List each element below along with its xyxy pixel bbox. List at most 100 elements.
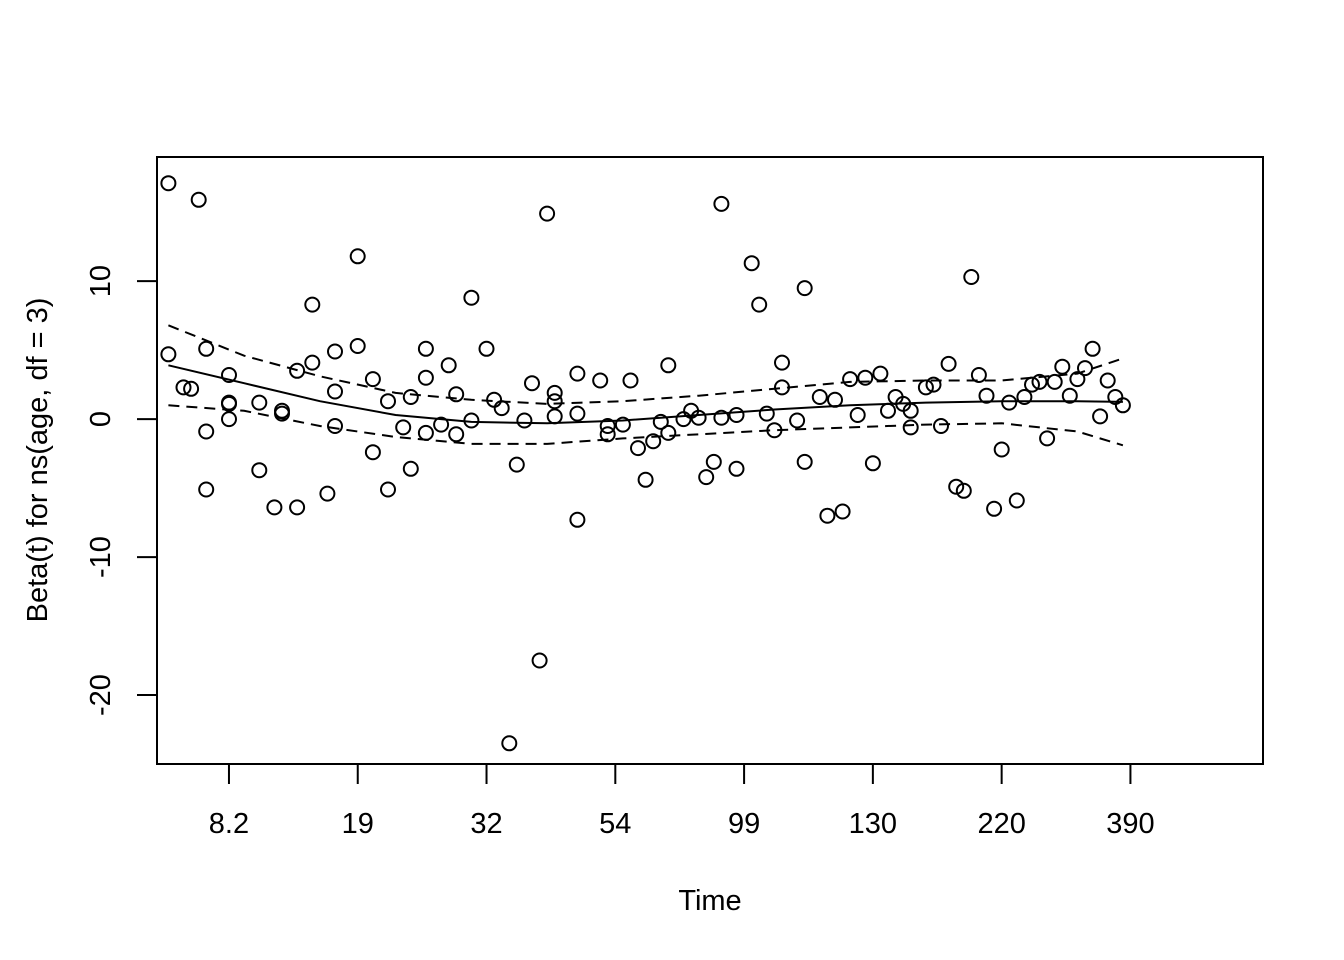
data-point — [327, 418, 343, 434]
data-point — [524, 375, 540, 392]
data-point — [743, 255, 760, 272]
data-point — [834, 503, 851, 520]
data-point — [221, 367, 237, 383]
data-point — [364, 444, 381, 461]
data-point — [402, 389, 419, 405]
data-point — [675, 411, 692, 428]
data-point — [160, 175, 177, 192]
data-point — [183, 380, 200, 397]
data-point — [289, 362, 306, 379]
data-point — [963, 269, 980, 285]
data-point — [198, 481, 215, 498]
data-point — [789, 412, 806, 429]
data-point — [811, 389, 828, 405]
data-point — [728, 407, 745, 423]
data-point — [198, 423, 215, 440]
x-tick-label: 19 — [342, 808, 374, 840]
data-point — [531, 652, 548, 669]
data-point — [864, 455, 881, 472]
data-point — [622, 372, 639, 389]
data-point — [592, 372, 609, 389]
data-point — [569, 365, 586, 382]
data-point — [842, 371, 859, 388]
x-tick-label: 54 — [599, 808, 631, 840]
data-point — [175, 379, 192, 396]
data-point — [546, 408, 563, 425]
data-point — [1039, 430, 1056, 447]
data-point — [190, 191, 207, 208]
data-point — [516, 412, 533, 429]
data-point — [1054, 358, 1071, 375]
data-point — [349, 248, 366, 265]
data-point — [774, 354, 790, 371]
data-point — [417, 340, 434, 357]
data-point — [501, 735, 518, 752]
data-point — [1084, 340, 1101, 357]
data-point — [955, 482, 972, 499]
data-point — [433, 416, 450, 433]
data-point — [758, 405, 775, 422]
data-point — [630, 440, 646, 457]
data-point — [221, 395, 237, 412]
data-point — [221, 411, 237, 428]
data-point — [819, 507, 836, 524]
data-point — [160, 346, 177, 363]
data-point — [569, 405, 586, 422]
data-point — [925, 376, 942, 393]
data-point — [993, 441, 1010, 458]
data-point — [1001, 394, 1018, 411]
data-point — [463, 412, 480, 429]
data-point — [599, 426, 616, 443]
data-point — [327, 383, 343, 400]
data-point — [728, 460, 745, 477]
data-point — [417, 369, 434, 386]
data-point — [970, 367, 987, 383]
data-point — [849, 407, 866, 423]
x-axis: 8.2 19 32 54 99 130 220 390 — [209, 763, 1155, 840]
data-point — [751, 296, 768, 313]
data-point — [880, 402, 896, 419]
data-point — [705, 453, 722, 470]
data-point — [546, 384, 563, 401]
data-point — [713, 195, 730, 212]
data-point — [327, 343, 343, 360]
upper-band-line — [168, 324, 1124, 405]
y-tick-label: 0 — [85, 411, 117, 427]
data-point — [614, 416, 631, 433]
data-point — [766, 422, 783, 439]
data-point — [380, 481, 396, 498]
data-point — [1008, 492, 1025, 509]
data-point — [493, 400, 510, 417]
x-tick-label: 390 — [1106, 808, 1154, 840]
y-tick-label: 10 — [85, 265, 117, 297]
data-point — [902, 419, 919, 436]
data-point — [1046, 373, 1063, 390]
y-tick-label: -10 — [85, 536, 117, 578]
data-point — [319, 485, 336, 502]
data-points — [160, 175, 1131, 752]
data-point — [289, 499, 306, 516]
data-point — [1069, 371, 1086, 388]
data-point — [774, 379, 790, 396]
data-point — [948, 478, 965, 495]
data-point — [872, 365, 889, 382]
data-point — [645, 433, 662, 450]
data-point — [1031, 373, 1048, 390]
data-point — [304, 354, 321, 371]
data-point — [251, 462, 268, 479]
data-point — [402, 460, 419, 477]
data-point — [1077, 360, 1093, 377]
data-point — [1114, 397, 1131, 414]
data-point — [827, 391, 843, 408]
data-point — [660, 424, 677, 441]
x-tick-label: 220 — [977, 808, 1025, 840]
data-point — [1016, 389, 1033, 405]
data-point — [417, 424, 434, 441]
x-tick-label: 32 — [470, 808, 502, 840]
data-point — [478, 340, 495, 357]
data-point — [1099, 372, 1116, 389]
data-point — [349, 338, 366, 354]
data-point — [637, 471, 654, 488]
data-point — [857, 369, 874, 386]
